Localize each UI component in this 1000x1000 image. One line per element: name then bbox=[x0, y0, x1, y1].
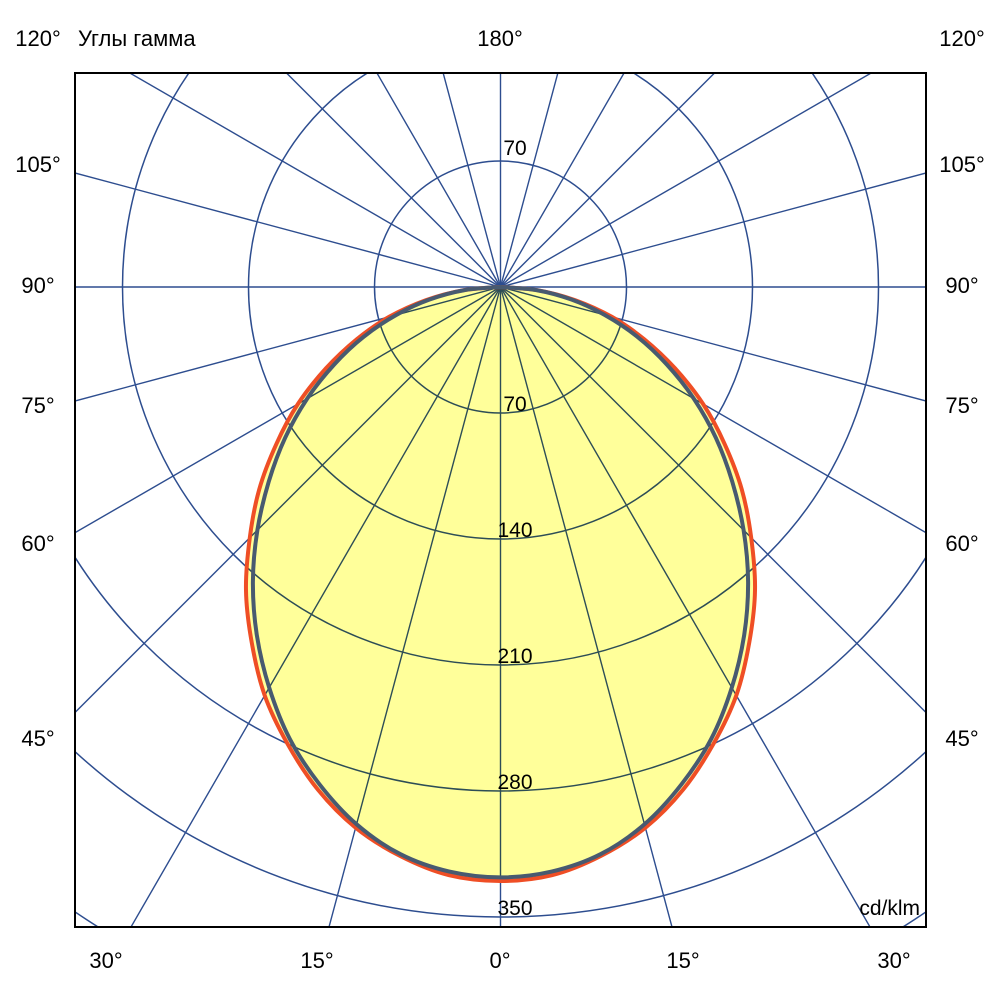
gamma-label-15-bottom-left: 15° bbox=[300, 948, 333, 973]
polar-spoke-285 bbox=[75, 286, 501, 402]
gamma-label-120-top-right: 120° bbox=[939, 26, 985, 51]
gamma-label-120-top-left: 120° bbox=[15, 26, 61, 51]
curve-dark-blue-outline bbox=[250, 284, 751, 880]
curve-orange-outline bbox=[243, 284, 758, 884]
gamma-label-15-bottom-right: 15° bbox=[666, 948, 699, 973]
gamma-label-105-right: 105° bbox=[939, 152, 985, 177]
ring-label-210: 210 bbox=[497, 645, 532, 668]
intensity-curves bbox=[243, 284, 758, 884]
gamma-label-180-top: 180° bbox=[477, 26, 523, 51]
gamma-label-0-bottom: 0° bbox=[489, 948, 510, 973]
polar-spoke-150 bbox=[499, 287, 756, 288]
ring-label-70-upper: 70 bbox=[503, 137, 526, 160]
polar-spoke-225 bbox=[285, 73, 501, 288]
gamma-label-90-left: 90° bbox=[21, 273, 54, 298]
gamma-label-30-bottom-left: 30° bbox=[89, 948, 122, 973]
gamma-label-75-right: 75° bbox=[945, 393, 978, 418]
gamma-label-75-left: 75° bbox=[21, 393, 54, 418]
polar-spoke-45 bbox=[500, 287, 756, 881]
polar-spoke-195 bbox=[442, 73, 502, 288]
gamma-label-60-right: 60° bbox=[945, 531, 978, 556]
gamma-label-45-right: 45° bbox=[945, 726, 978, 751]
ring-label-70: 70 bbox=[503, 393, 526, 416]
polar-spoke-150 bbox=[499, 73, 625, 288]
unit-label: cd/klm bbox=[859, 897, 920, 920]
polar-spoke-105 bbox=[500, 172, 926, 288]
gamma-label-45-left: 45° bbox=[21, 726, 54, 751]
plot-border bbox=[74, 72, 927, 928]
polar-spoke-315 bbox=[245, 287, 501, 881]
ring-label-280: 280 bbox=[497, 771, 532, 794]
polar-spoke-210 bbox=[376, 73, 502, 288]
polar-spoke-240 bbox=[128, 73, 501, 288]
polar-spoke-120 bbox=[500, 73, 873, 288]
polar-spoke-165 bbox=[499, 73, 559, 288]
polar-spoke-15 bbox=[499, 287, 740, 881]
polar-spoke-135 bbox=[500, 73, 716, 288]
gamma-label-90-right: 90° bbox=[945, 273, 978, 298]
ring-label-140: 140 bbox=[497, 519, 532, 542]
polar-spoke-255 bbox=[75, 172, 501, 288]
polar-spoke-75 bbox=[500, 286, 926, 402]
gamma-label-60-left: 60° bbox=[21, 531, 54, 556]
gamma-label-105-left: 105° bbox=[15, 152, 61, 177]
polar-spoke-345 bbox=[261, 287, 502, 881]
ring-label-350: 350 bbox=[497, 897, 532, 920]
gamma-label-30-bottom-right: 30° bbox=[877, 948, 910, 973]
polar-spoke-60 bbox=[500, 287, 756, 748]
chart-title: Углы гамма bbox=[78, 26, 196, 51]
polar-spoke-300 bbox=[245, 287, 501, 748]
